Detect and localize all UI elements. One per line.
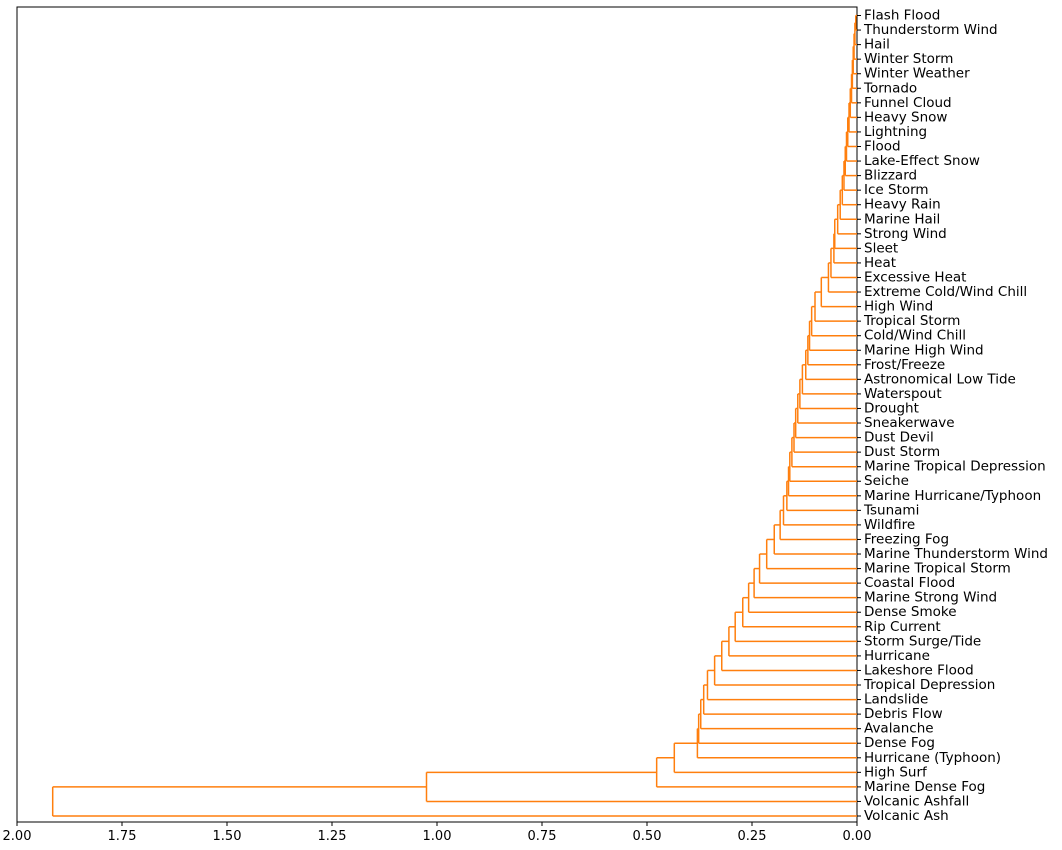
leaf-label: Heavy Rain	[864, 197, 941, 213]
leaf-label: Sleet	[864, 240, 898, 256]
leaf-label: Winter Storm	[864, 51, 953, 67]
x-axis: 2.00 1.75 1.50 1.25 1.00 0.75 0.50 0.25 0.00	[3, 822, 872, 844]
leaf-label: Tornado	[863, 80, 917, 96]
leaf-label: Tropical Storm	[863, 313, 960, 329]
leaf-label: Tropical Depression	[863, 677, 995, 693]
x-tick-label: 2.00	[3, 829, 32, 844]
leaf-label: Marine Strong Wind	[864, 590, 997, 606]
leaf-label: Landslide	[864, 692, 928, 708]
x-tick-label: 0.75	[528, 829, 557, 844]
leaf-label: Lakeshore Flood	[864, 662, 974, 678]
leaf-label: Ice Storm	[864, 182, 929, 198]
leaf-label: Lightning	[864, 124, 927, 140]
leaf-label: Flood	[864, 138, 901, 154]
leaf-label: Marine Hurricane/Typhoon	[864, 488, 1041, 504]
leaf-label: Hail	[864, 37, 890, 53]
leaf-label: Heavy Snow	[864, 109, 947, 125]
x-tick-label: 1.00	[423, 829, 452, 844]
leaf-label: Dust Devil	[864, 430, 934, 446]
leaf-label: Marine Hail	[864, 211, 940, 227]
leaf-label: Hurricane (Typhoon)	[864, 750, 1001, 766]
leaf-label: Cold/Wind Chill	[864, 328, 966, 344]
leaf-label: Coastal Flood	[864, 575, 955, 591]
leaf-label: Tsunami	[863, 502, 919, 518]
leaf-label: Excessive Heat	[864, 269, 966, 285]
leaf-label: Debris Flow	[864, 706, 943, 722]
leaf-label: Flash Flood	[864, 8, 940, 24]
leaf-label: Dust Storm	[864, 444, 940, 460]
leaf-label: Volcanic Ash	[864, 808, 949, 824]
x-tick-label: 0.00	[843, 829, 872, 844]
leaf-label: Heat	[864, 255, 896, 271]
leaf-label: Thunderstorm Wind	[863, 22, 998, 38]
leaf-label: Rip Current	[864, 619, 941, 635]
x-tick-label: 0.50	[633, 829, 662, 844]
leaf-label: Waterspout	[864, 386, 942, 402]
leaf-label: Volcanic Ashfall	[864, 793, 969, 809]
leaf-label: Extreme Cold/Wind Chill	[864, 284, 1027, 300]
leaf-label: Astronomical Low Tide	[864, 371, 1016, 387]
leaf-label: Marine Tropical Storm	[864, 561, 1011, 577]
leaf-label: Drought	[864, 400, 919, 416]
leaf-label: High Surf	[864, 764, 928, 780]
leaf-label: High Wind	[864, 299, 933, 315]
leaf-label: Avalanche	[864, 721, 934, 737]
leaf-label: Frost/Freeze	[864, 357, 945, 373]
leaf-label: Storm Surge/Tide	[864, 633, 981, 649]
x-tick-label: 1.50	[213, 829, 242, 844]
leaf-label: Marine High Wind	[864, 342, 984, 358]
leaf-label: Marine Thunderstorm Wind	[864, 546, 1048, 562]
leaf-label: Freezing Fog	[864, 531, 949, 547]
leaf-label: Blizzard	[864, 168, 917, 184]
leaf-label: Dense Fog	[864, 735, 935, 751]
leaf-label: Seiche	[864, 473, 909, 489]
leaf-label: Marine Dense Fog	[864, 779, 985, 795]
leaf-label: Sneakerwave	[864, 415, 955, 431]
leaf-label: Winter Weather	[864, 66, 970, 82]
x-tick-label: 1.25	[318, 829, 347, 844]
x-tick-label: 0.25	[738, 829, 767, 844]
leaf-label: Strong Wind	[864, 226, 947, 242]
dendrogram-links	[51, 14, 857, 817]
leaf-label: Wildfire	[864, 517, 915, 533]
x-tick-label: 1.75	[108, 829, 137, 844]
leaf-label: Hurricane	[864, 648, 930, 664]
leaf-label: Funnel Cloud	[864, 95, 952, 111]
leaf-label: Lake-Effect Snow	[864, 153, 980, 169]
leaf-label: Marine Tropical Depression	[864, 459, 1046, 475]
leaf-label: Dense Smoke	[864, 604, 957, 620]
